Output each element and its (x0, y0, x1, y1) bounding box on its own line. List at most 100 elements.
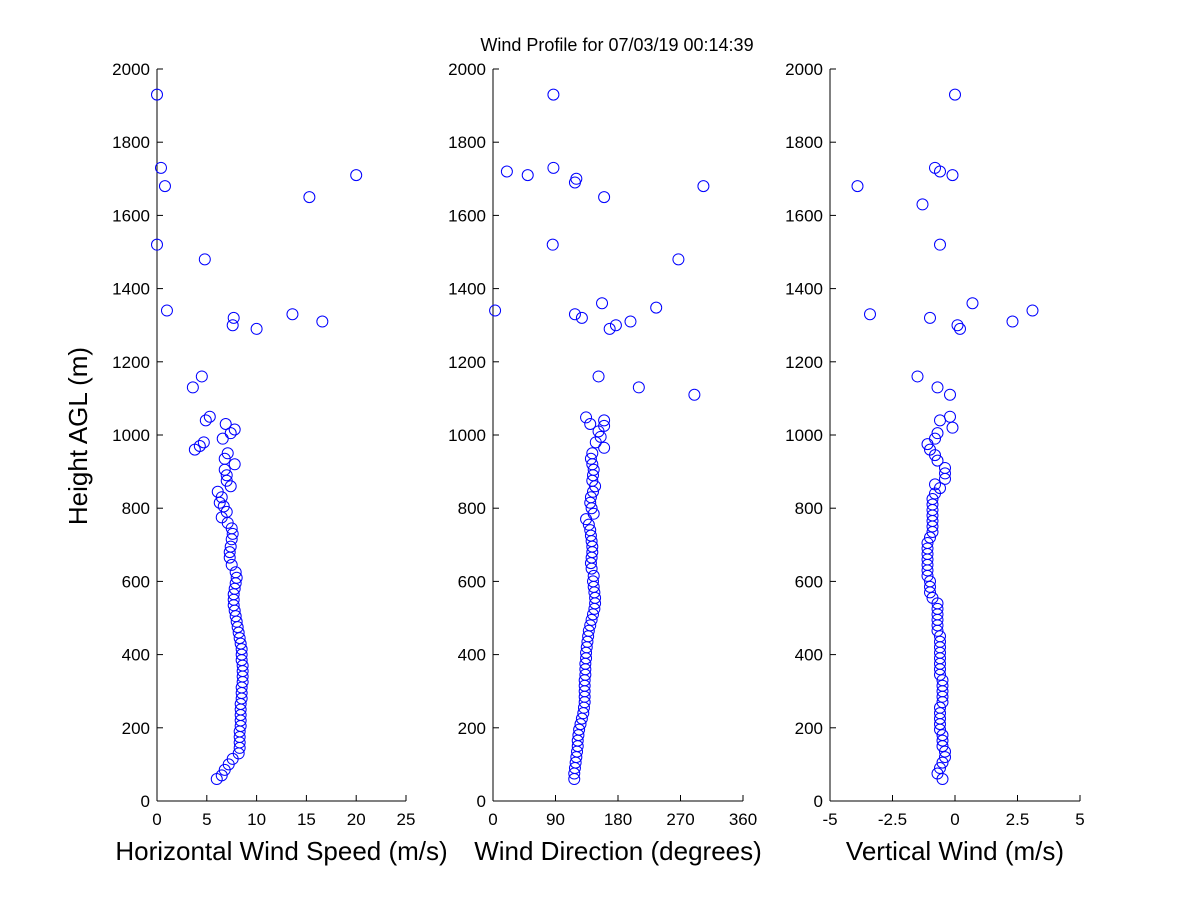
data-point (598, 414, 611, 427)
y-tick-label: 800 (122, 499, 150, 518)
data-point (316, 315, 329, 328)
y-tick-label: 200 (122, 719, 150, 738)
y-tick-label: 2000 (448, 60, 486, 79)
x-tick-label: 90 (546, 810, 565, 829)
y-tick-label: 1200 (785, 353, 823, 372)
data-point (586, 447, 599, 460)
data-point (936, 674, 949, 687)
data-point (598, 441, 611, 454)
data-point (924, 580, 936, 593)
data-point (585, 613, 598, 626)
data-point (223, 546, 236, 559)
x-tick-label: 0 (950, 810, 959, 829)
data-point (303, 191, 316, 204)
x-tick-label: 20 (347, 810, 366, 829)
data-point (672, 253, 685, 266)
data-point (286, 308, 299, 321)
data-point (931, 381, 944, 394)
data-point (220, 505, 233, 518)
data-point (195, 370, 208, 383)
data-point (851, 180, 864, 193)
data-point (151, 238, 163, 251)
data-point (584, 418, 597, 431)
x-tick-label: 15 (297, 810, 316, 829)
data-point (216, 432, 229, 445)
data-point (934, 707, 946, 720)
data-point (584, 619, 597, 632)
data-point (587, 569, 600, 582)
x-tick-label: 180 (604, 810, 632, 829)
y-tick-label: 0 (477, 792, 486, 811)
x-tick-label: -2.5 (878, 810, 907, 829)
data-point (1006, 315, 1019, 328)
data-point (929, 478, 941, 491)
x-tick-label: 360 (729, 810, 757, 829)
y-tick-label: 1000 (112, 426, 150, 445)
data-point (199, 414, 212, 427)
data-point (587, 575, 599, 588)
data-point (929, 161, 941, 174)
data-point (921, 536, 934, 549)
data-point (921, 542, 934, 555)
y-tick-label: 1600 (785, 206, 823, 225)
data-point (924, 575, 936, 588)
data-point (926, 591, 939, 604)
data-point (221, 447, 234, 460)
data-point (219, 418, 232, 431)
x-tick-label: -5 (822, 810, 837, 829)
data-point (228, 458, 241, 471)
data-point (632, 381, 645, 394)
x-tick-label: 5 (1075, 810, 1084, 829)
y-tick-label: 200 (795, 719, 823, 738)
data-point (521, 169, 534, 182)
x-tick-label: 0 (488, 810, 497, 829)
data-point (934, 701, 946, 714)
x-axis-label: Vertical Wind (m/s) (846, 836, 1064, 866)
data-point (193, 439, 206, 452)
x-tick-label: 10 (247, 810, 266, 829)
y-tick-label: 600 (795, 572, 823, 591)
data-point (598, 191, 611, 204)
y-tick-label: 800 (458, 499, 486, 518)
x-axis-label: Wind Direction (degrees) (474, 836, 762, 866)
data-point (224, 427, 237, 440)
data-point (934, 238, 946, 251)
data-point (228, 423, 241, 436)
y-tick-label: 1800 (785, 133, 823, 152)
y-tick-label: 2000 (785, 60, 823, 79)
data-point (946, 169, 959, 182)
data-point (951, 319, 964, 332)
data-point (946, 421, 959, 434)
data-point (603, 322, 616, 335)
data-point (931, 767, 944, 780)
y-tick-label: 1000 (448, 426, 486, 445)
data-point (594, 430, 607, 443)
data-point (650, 301, 663, 314)
y-tick-label: 1400 (785, 280, 823, 299)
data-point (697, 180, 710, 193)
x-tick-label: 270 (666, 810, 694, 829)
data-point (197, 436, 210, 449)
data-point (218, 452, 231, 465)
data-point (931, 602, 944, 615)
data-point (210, 773, 223, 786)
data-point (916, 198, 929, 211)
data-point (592, 370, 605, 383)
data-point (949, 88, 961, 101)
data-point (966, 297, 979, 310)
data-point (934, 630, 946, 643)
data-point (939, 745, 951, 758)
data-point (489, 304, 502, 317)
data-point (575, 311, 588, 324)
data-point (926, 493, 939, 506)
data-point (598, 419, 611, 432)
y-tick-label: 600 (458, 572, 486, 591)
data-point (931, 427, 944, 440)
y-tick-label: 400 (458, 646, 486, 665)
data-point (224, 540, 237, 553)
y-tick-label: 1800 (448, 133, 486, 152)
data-point (929, 432, 941, 445)
y-tick-label: 200 (458, 719, 486, 738)
data-point (188, 443, 201, 456)
